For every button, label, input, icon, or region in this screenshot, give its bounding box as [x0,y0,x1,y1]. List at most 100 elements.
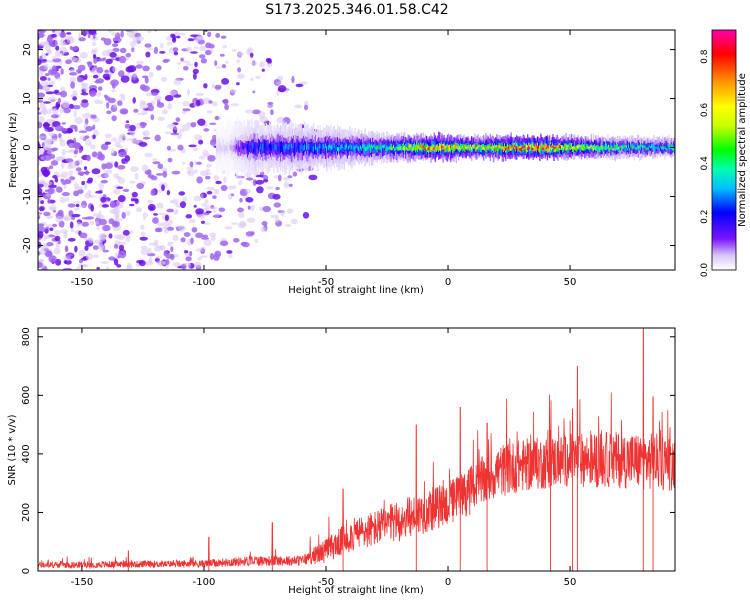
noise-blob [162,170,168,178]
band-cell [651,145,653,148]
noise-blob [72,96,77,101]
noise-blob [156,202,164,209]
band-cell [540,146,542,153]
noise-blob [55,186,63,193]
noise-blob [198,139,204,145]
band-cell [494,148,496,151]
band-cell [508,146,510,150]
noise-blob [266,63,273,68]
band-cell [569,142,572,149]
noise-blob [239,198,243,203]
noise-blob [128,203,135,207]
band-cell [629,142,631,150]
band-cell [565,145,567,148]
noise-blob [38,183,44,188]
band-cell [573,145,575,153]
noise-blob [146,169,152,176]
band-cell [581,142,584,149]
band-cell [499,142,501,155]
x-tick-label: -50 [318,277,334,288]
noise-blob [187,38,195,42]
noise-blob [166,41,173,46]
band-cell [463,147,465,151]
noise-blob [38,147,45,155]
band-cell [322,144,325,149]
band-cell [429,146,431,150]
band-cell [405,146,407,150]
band-cell [585,146,587,150]
band-cell [283,145,285,152]
noise-blob [108,233,113,239]
noise-blob [210,140,217,146]
noise-blob [46,150,54,155]
band-cell [531,147,533,150]
band-cell [385,148,387,151]
noise-blob [191,227,198,233]
band-cell [331,144,333,150]
noise-blob [147,203,156,212]
noise-blob [106,102,110,109]
x-tick-label: -100 [193,577,216,588]
noise-blob [143,130,150,137]
band-cell [657,144,660,148]
band-cell [637,146,640,149]
noise-blob [170,246,174,252]
noise-blob [140,248,149,256]
band-cell [538,146,540,149]
noise-blob [195,24,202,28]
band-cell [328,145,330,151]
noise-blob [92,134,96,140]
band-cell [479,145,482,149]
noise-blob [274,216,280,223]
band-cell [412,147,415,150]
noise-blob [160,167,168,172]
band-cell [434,147,437,150]
band-cell [654,146,656,153]
band-cell [453,144,455,148]
noise-blob [154,134,161,142]
noise-blob [96,78,104,84]
band-cell [263,145,265,150]
band-cell [450,145,452,148]
band-cell [667,145,669,154]
noise-blob [300,81,308,85]
noise-blob [38,58,42,66]
noise-blob [112,207,121,215]
band-cell [268,143,271,149]
snr-y-ticks: 0 200 400 600 800 [21,327,675,574]
noise-blob [43,145,47,150]
band-cell [557,146,560,152]
noise-blob [171,23,176,29]
band-cell [575,148,577,151]
band-cell [609,143,611,149]
band-cell [330,145,332,151]
band-cell [395,147,397,151]
band-cell [570,143,573,150]
noise-blob [187,88,190,96]
noise-blob [47,96,57,102]
band-cell [617,144,619,147]
band-cell [277,147,280,152]
noise-blob [125,120,130,123]
band-cell [447,145,450,150]
noise-blob [101,204,109,208]
noise-blob [75,167,82,172]
noise-blob [51,30,56,33]
noise-blob [255,179,265,185]
band-cell [629,147,631,151]
band-cell [274,145,276,151]
band-cell [293,143,295,149]
noise-blob [172,47,179,52]
noise-blob [52,223,58,228]
band-cell [492,145,495,149]
band-cell [602,146,605,149]
band-cell [539,145,541,153]
noise-blob [45,226,50,230]
band-cell [569,147,572,150]
band-cell [379,146,382,150]
noise-blob [228,254,233,258]
noise-blob [44,73,50,77]
band-cell [563,147,565,150]
band-cell [664,146,666,149]
spectrogram-frame [37,29,676,271]
